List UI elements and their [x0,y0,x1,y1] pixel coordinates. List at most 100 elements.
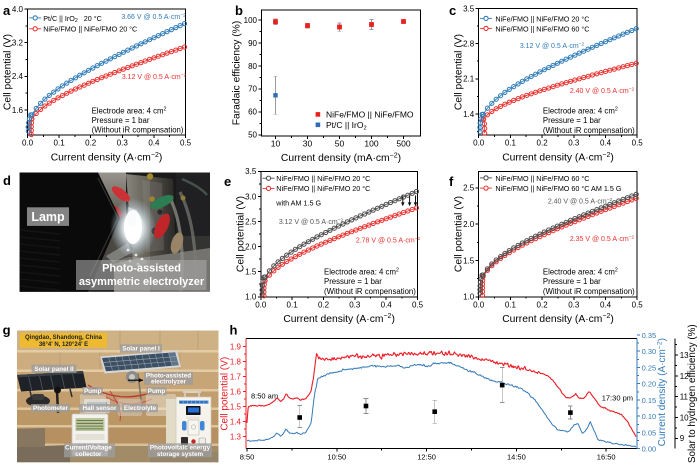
svg-text:3.5: 3.5 [245,167,257,176]
svg-text:Electrode area: 4 cm2: Electrode area: 4 cm2 [92,106,167,115]
svg-text:Cell potential (V): Cell potential (V) [454,34,465,110]
svg-text:3.12 V @ 0.5 A·cm−2: 3.12 V @ 0.5 A·cm−2 [122,73,187,81]
svg-text:(Without iR compensation): (Without iR compensation) [543,126,635,135]
svg-text:with AM 1.5 G: with AM 1.5 G [275,199,321,208]
svg-text:asymmetric electrolyzer: asymmetric electrolyzer [79,276,205,288]
svg-text:2.0: 2.0 [463,220,475,229]
svg-text:50: 50 [248,131,257,140]
svg-text:Electrode area: 4 cm2: Electrode area: 4 cm2 [543,107,618,116]
svg-text:12: 12 [680,372,689,381]
svg-text:0.3: 0.3 [568,139,580,148]
svg-text:NiFe/FMO || NiFe/FMO: NiFe/FMO || NiFe/FMO [326,110,414,120]
svg-text:a: a [3,3,11,18]
svg-text:Cell potential (V): Cell potential (V) [454,196,465,272]
svg-text:0.15: 0.15 [642,396,657,405]
svg-text:1.7: 1.7 [230,372,242,381]
svg-text:Photovoltaic energy: Photovoltaic energy [150,444,211,451]
svg-text:Pt/C || IrO2: Pt/C || IrO2 [326,120,367,131]
svg-text:0.25: 0.25 [642,363,657,372]
svg-text:1.8: 1.8 [230,357,242,366]
svg-text:70: 70 [248,85,257,94]
svg-text:0.5: 0.5 [412,300,424,309]
svg-text:2.5: 2.5 [245,217,257,226]
svg-text:0.5: 0.5 [180,139,192,148]
svg-text:16:50: 16:50 [597,453,616,462]
svg-text:NiFe/FMO || NiFe/FMO 20 °C: NiFe/FMO || NiFe/FMO 20 °C [495,14,589,23]
svg-text:1.9: 1.9 [230,342,242,351]
svg-text:8:50: 8:50 [240,453,255,462]
svg-text:2.1: 2.1 [463,75,475,84]
svg-text:Current density (A·cm−2): Current density (A·cm−2) [283,313,395,325]
svg-text:30: 30 [303,139,313,149]
svg-text:Current density (A·cm−2): Current density (A·cm−2) [502,152,614,164]
svg-text:Electrode area: 4 cm2: Electrode area: 4 cm2 [324,268,399,277]
svg-text:Photometer: Photometer [33,405,69,412]
svg-text:1.3: 1.3 [230,432,242,441]
svg-text:2.40 V @ 0.5 A·cm−2: 2.40 V @ 0.5 A·cm−2 [570,87,635,95]
svg-text:Pt/C || IrO2 20 °C: Pt/C || IrO2 20 °C [43,14,102,24]
svg-text:Current density (A·cm−2): Current density (A·cm−2) [502,313,614,325]
svg-text:12:50: 12:50 [417,453,436,462]
svg-text:0.1: 0.1 [54,139,66,148]
svg-text:0.4: 0.4 [600,300,612,309]
svg-text:0.3: 0.3 [349,300,361,309]
svg-text:4.0: 4.0 [12,5,24,14]
svg-text:0.4: 0.4 [148,139,160,148]
svg-text:Pressure = 1 bar: Pressure = 1 bar [92,116,150,125]
svg-text:0.4: 0.4 [381,300,393,309]
svg-text:Electrode area: 4 cm2: Electrode area: 4 cm2 [543,268,618,277]
svg-text:0.2: 0.2 [85,139,97,148]
svg-text:0.3: 0.3 [568,300,580,309]
svg-text:Photo-assisted: Photo-assisted [102,263,181,275]
svg-text:2.35 V @ 0.5 A·cm−2: 2.35 V @ 0.5 A·cm−2 [570,235,635,243]
svg-text:Cell potential (V): Cell potential (V) [236,196,247,272]
svg-text:10:50: 10:50 [327,453,346,462]
svg-text:f: f [449,174,454,189]
svg-text:NiFe/FMO || NiFe/FMO 20 °C: NiFe/FMO || NiFe/FMO 20 °C [276,174,370,183]
svg-text:2.8: 2.8 [463,40,475,49]
svg-text:Lamp: Lamp [31,210,65,224]
svg-text:3.12 V @ 0.5 A·cm−2: 3.12 V @ 0.5 A·cm−2 [520,41,585,49]
svg-text:0.20: 0.20 [642,380,657,389]
svg-text:1.0: 1.0 [245,293,257,302]
svg-text:Current density (A·cm−2): Current density (A·cm−2) [51,152,163,164]
svg-text:500: 500 [396,139,410,149]
svg-text:Hall sensor: Hall sensor [83,405,117,412]
svg-text:Pump: Pump [84,388,102,395]
svg-text:NiFe/FMO || NiFe/FMO 60 °C AM: NiFe/FMO || NiFe/FMO 60 °C AM 1.5 G [495,184,621,193]
svg-text:2.78 V @ 0.5 A·cm−2: 2.78 V @ 0.5 A·cm−2 [356,236,421,244]
svg-text:Qingdao, Shandong, China: Qingdao, Shandong, China [25,335,103,341]
svg-text:2.40 V @ 0.5 A·cm−2: 2.40 V @ 0.5 A·cm−2 [548,197,613,205]
svg-text:Solar panel I: Solar panel I [122,346,160,353]
svg-text:9: 9 [680,434,685,443]
svg-text:90: 90 [248,39,257,48]
svg-text:3.66 V @ 0.5 A·cm−2: 3.66 V @ 0.5 A·cm−2 [121,13,186,21]
svg-text:2.0: 2.0 [245,243,257,252]
svg-text:100: 100 [244,16,258,25]
svg-text:3.12 V @ 0.5 A·cm−2: 3.12 V @ 0.5 A·cm−2 [279,218,344,226]
svg-text:1.5: 1.5 [230,402,242,411]
svg-text:d: d [3,173,11,188]
svg-text:0.0: 0.0 [22,139,34,148]
svg-text:100: 100 [364,139,378,149]
svg-text:2.5: 2.5 [463,184,475,193]
svg-text:(Without iR compensation): (Without iR compensation) [543,287,635,296]
svg-text:Solar to hydrogen efficiency (: Solar to hydrogen efficiency (%) [687,324,698,463]
svg-text:17:30 pm: 17:30 pm [602,394,633,403]
svg-text:Cell potential (V): Cell potential (V) [3,34,14,110]
svg-text:1.4: 1.4 [230,417,242,426]
svg-text:1.5: 1.5 [245,268,257,277]
svg-text:0.0: 0.0 [255,300,267,309]
svg-text:0.2: 0.2 [537,139,549,148]
svg-text:(Without iR compensation): (Without iR compensation) [92,126,184,135]
svg-text:0.1: 0.1 [505,139,517,148]
svg-text:1.0: 1.0 [463,293,475,302]
svg-text:50: 50 [335,139,345,149]
svg-text:Current density (mA·cm−2): Current density (mA·cm−2) [281,152,401,164]
svg-text:1.5: 1.5 [463,256,475,265]
svg-text:0.0: 0.0 [473,300,485,309]
svg-text:NiFe/FMO || NiFe/FMO 20 °C: NiFe/FMO || NiFe/FMO 20 °C [43,25,137,34]
svg-text:11: 11 [680,393,689,402]
svg-text:b: b [235,3,243,18]
svg-text:0.2: 0.2 [318,300,330,309]
